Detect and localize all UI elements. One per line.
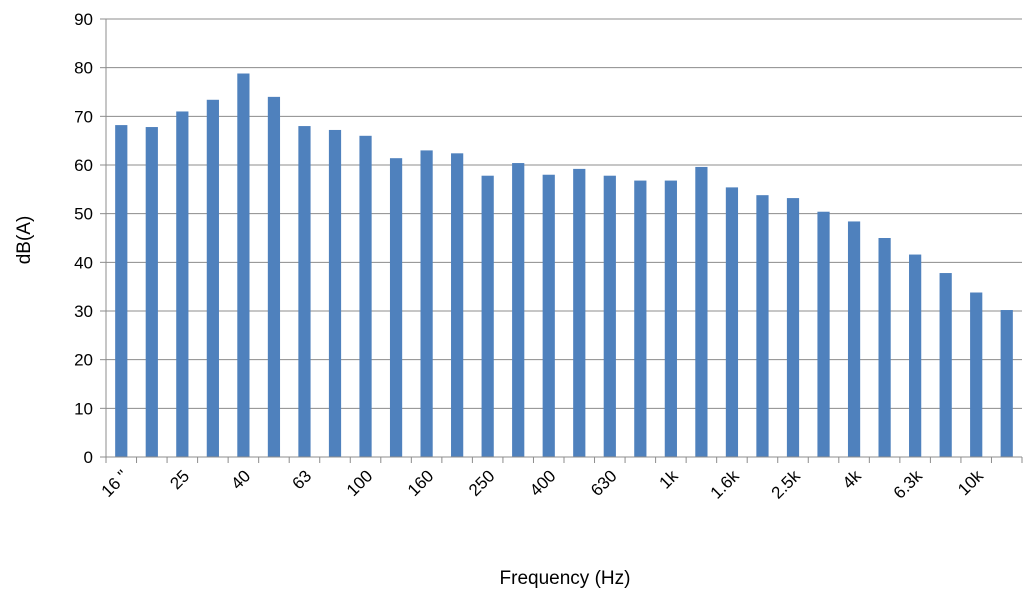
bar-6.3k — [909, 254, 922, 457]
bar-400 — [542, 174, 555, 457]
bar-5k — [878, 238, 891, 457]
x-tick-labels: 16 " 25 40 63 100 160 250 400 630 1k 1.6k 2.5k 4k 6.3… — [98, 466, 988, 503]
bar-12.5k — [1000, 310, 1013, 457]
y-tick-labels: 0 10 20 30 40 50 60 70 80 90 — [74, 10, 93, 467]
y-tick-label: 30 — [74, 302, 93, 321]
bar-25 — [176, 111, 189, 457]
x-tick-label: 6.3k — [890, 466, 927, 503]
x-tick-label: 400 — [526, 466, 559, 499]
bar-20 — [145, 127, 158, 457]
bar-250 — [481, 175, 494, 457]
bar-16 — [115, 125, 128, 458]
bar-100 — [359, 135, 372, 458]
bars — [115, 73, 1013, 458]
x-axis-title: Frequency (Hz) — [500, 568, 631, 589]
y-tick-label: 60 — [74, 156, 93, 175]
bar-125 — [389, 158, 403, 458]
x-tick-label: 1k — [656, 466, 682, 492]
bar-4k — [847, 221, 861, 457]
bar-1.25k — [695, 166, 708, 458]
bar-80 — [328, 129, 342, 457]
gridlines — [106, 18, 1022, 409]
y-tick-label: 40 — [74, 253, 93, 272]
axes — [100, 18, 1023, 463]
bar-800 — [634, 180, 647, 457]
bar-10k — [970, 292, 983, 457]
x-tick-label: 40 — [227, 466, 254, 493]
x-tick-label: 10k — [954, 466, 987, 499]
x-tick-label: 16 " — [98, 466, 132, 500]
bar-2.5k — [786, 198, 800, 458]
bar-8k — [939, 273, 952, 457]
y-tick-label: 50 — [74, 205, 93, 224]
bar-3.15k — [817, 211, 830, 457]
y-tick-label: 0 — [84, 448, 93, 467]
bar-315 — [512, 163, 525, 457]
bar-40 — [237, 73, 250, 458]
y-tick-label: 70 — [74, 107, 93, 126]
bar-2k — [756, 195, 769, 457]
y-tick-label: 20 — [74, 351, 93, 370]
bar-630 — [603, 175, 616, 457]
y-axis-title: dB(A) — [14, 216, 35, 265]
bar-63 — [298, 126, 311, 458]
bar-160 — [420, 150, 433, 457]
y-tick-label: 10 — [74, 399, 93, 418]
y-tick-label: 80 — [74, 59, 93, 78]
x-tick-label: 63 — [288, 466, 315, 493]
x-tick-label: 2.5k — [768, 466, 805, 503]
bar-500 — [573, 168, 586, 458]
bar-200 — [451, 153, 464, 457]
x-tick-label: 25 — [166, 466, 193, 493]
bar-1.6k — [725, 187, 739, 458]
x-tick-label: 100 — [343, 466, 376, 499]
x-tick-label: 630 — [587, 466, 620, 499]
bar-1k — [664, 180, 677, 457]
y-tick-label: 90 — [74, 10, 93, 29]
x-tick-label: 250 — [465, 466, 498, 499]
x-tick-label: 160 — [404, 466, 437, 499]
x-tick-label: 4k — [839, 466, 865, 492]
bar-31.5 — [206, 99, 219, 457]
bar-50 — [267, 96, 281, 457]
x-tick-label: 1.6k — [707, 466, 744, 503]
